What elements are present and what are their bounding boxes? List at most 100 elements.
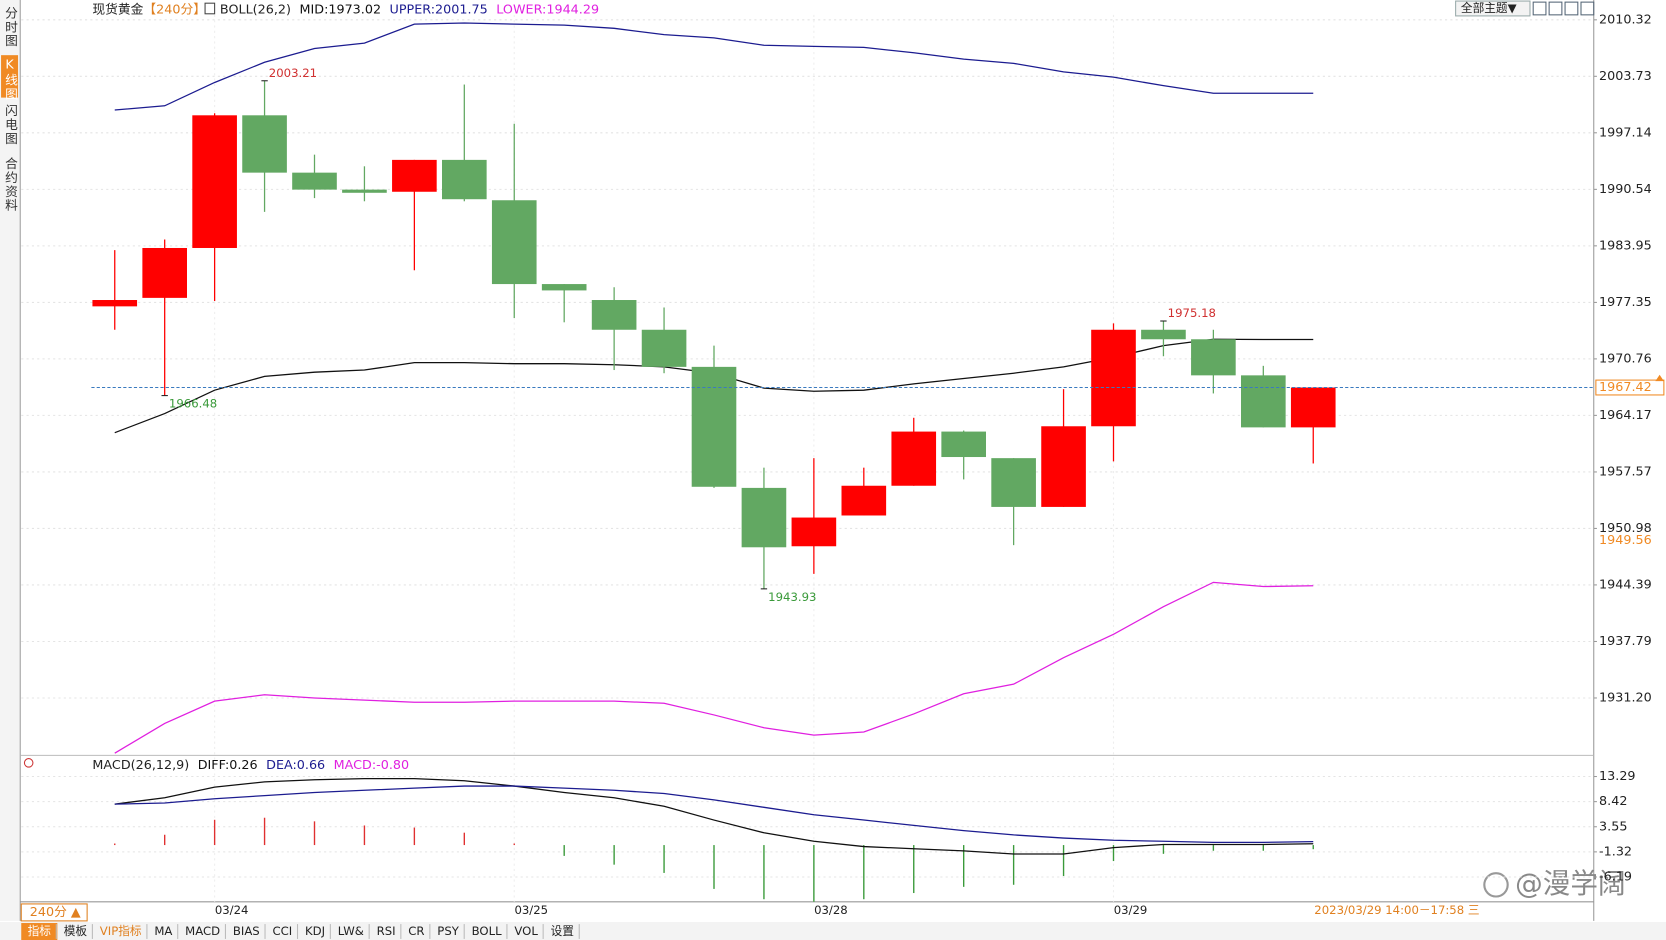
y-tick-label: 1957.57 bbox=[1599, 464, 1652, 479]
toolbar-tab[interactable]: 设置 bbox=[551, 924, 575, 938]
indicator-line bbox=[114, 581, 1314, 754]
toolbar-tab[interactable]: PSY bbox=[437, 924, 459, 938]
candle-body bbox=[941, 431, 986, 458]
x-tick-label: 03/28 bbox=[814, 903, 848, 917]
candle-body bbox=[641, 329, 687, 367]
legend-entry: MID:1973.02 bbox=[300, 2, 382, 17]
candle-body bbox=[1141, 329, 1186, 340]
last-price-arrow bbox=[1655, 374, 1664, 382]
icon[interactable] bbox=[1564, 1, 1579, 16]
macd-icon[interactable] bbox=[23, 758, 34, 768]
toolbar-tab[interactable]: 模板 bbox=[64, 924, 88, 938]
candle-body bbox=[292, 172, 337, 190]
legend-entry: DIFF:0.26 bbox=[198, 757, 258, 772]
y-tick-label: 1970.76 bbox=[1599, 351, 1652, 366]
indicator-line bbox=[114, 22, 1314, 111]
toolbar-tab[interactable]: RSI bbox=[377, 924, 396, 938]
extreme-label: 2003.21 bbox=[269, 66, 317, 80]
y-tick-label: 1983.95 bbox=[1599, 238, 1652, 253]
legend: BOLL(26,2) MID:1973.02 UPPER:2001.75 LOWER:… bbox=[220, 2, 599, 17]
period-box[interactable] bbox=[20, 903, 88, 922]
toolbar-tab[interactable]: VOL bbox=[514, 924, 538, 938]
candle-body bbox=[591, 300, 637, 330]
candle-body bbox=[192, 115, 237, 248]
y-tick-label: 1977.35 bbox=[1599, 295, 1652, 310]
y-tick-label: 13.29 bbox=[1599, 769, 1635, 784]
y-tick-label: 2003.73 bbox=[1599, 69, 1652, 84]
candle-body bbox=[491, 200, 537, 285]
toolbar-tab-bg bbox=[21, 923, 58, 940]
toolbar-tab[interactable]: 指标 bbox=[28, 924, 52, 938]
y-tick-label: 1950.98 bbox=[1599, 521, 1652, 536]
y-tick-label: 2010.32 bbox=[1599, 12, 1652, 27]
side-tab[interactable]: 合约资料 bbox=[2, 157, 17, 212]
y-tick-label: 3.55 bbox=[1599, 819, 1627, 834]
toolbar-tab[interactable]: VIP指标 bbox=[100, 924, 142, 938]
side-bar bbox=[0, 0, 20, 921]
header: 现货黄金【240分】 bbox=[92, 1, 206, 17]
theme-button[interactable] bbox=[1455, 0, 1531, 17]
legend-entry: DEA:0.66 bbox=[266, 757, 325, 772]
y-tick-label: 1997.14 bbox=[1599, 125, 1652, 140]
toolbar-tab[interactable]: LW& bbox=[338, 924, 364, 938]
candle-body bbox=[1290, 387, 1336, 428]
y-tick-label: 1931.20 bbox=[1599, 690, 1652, 705]
toolbar-tab[interactable]: BOLL bbox=[472, 924, 502, 938]
candle-body bbox=[841, 485, 887, 516]
candle-body bbox=[92, 300, 138, 307]
candle-body bbox=[541, 284, 587, 291]
candle-body bbox=[791, 517, 837, 547]
legend-entry: MACD:-0.80 bbox=[334, 757, 409, 772]
footer-time: 2023/03/29 14:00－17:58 三 bbox=[1314, 903, 1479, 917]
x-tick-label: 03/25 bbox=[514, 903, 548, 917]
side-tab-active-bg bbox=[1, 55, 19, 98]
side-tab[interactable]: 分时图 bbox=[2, 6, 17, 47]
legend-title: BOLL(26,2) bbox=[220, 2, 291, 17]
legend-entry: LOWER:1944.29 bbox=[496, 2, 599, 17]
candle-body bbox=[891, 431, 937, 486]
toolbar-icons bbox=[1532, 1, 1595, 16]
extreme-label: 1975.18 bbox=[1168, 306, 1216, 320]
boll-icon bbox=[204, 2, 216, 15]
side-tab[interactable]: 闪电图 bbox=[2, 104, 17, 145]
icon[interactable] bbox=[1580, 1, 1595, 16]
watermark-logo bbox=[1483, 872, 1509, 898]
last-price-label: 1967.42 bbox=[1599, 380, 1652, 395]
side-tab[interactable]: K线图 bbox=[2, 57, 17, 101]
candle-body bbox=[1041, 426, 1086, 507]
candle-body bbox=[691, 366, 737, 487]
y-tick-label: -1.32 bbox=[1599, 844, 1632, 859]
last-price-box bbox=[1595, 379, 1665, 396]
indicator-line bbox=[114, 777, 1314, 855]
y-tick-label: 8.42 bbox=[1599, 794, 1627, 809]
candle-body bbox=[342, 189, 387, 193]
legend-title: MACD(26,12,9) bbox=[92, 757, 189, 772]
toolbar-tab[interactable]: MACD bbox=[185, 924, 220, 938]
legend-entry: UPPER:2001.75 bbox=[390, 2, 488, 17]
legend: MACD(26,12,9) DIFF:0.26 DEA:0.66 MACD:-0.80 bbox=[92, 757, 409, 772]
candle-body bbox=[1241, 375, 1286, 428]
icon[interactable] bbox=[1532, 1, 1547, 16]
theme-button-label[interactable]: 全部主题▼ bbox=[1461, 1, 1517, 15]
toolbar bbox=[0, 921, 1666, 940]
candle-body bbox=[1191, 339, 1236, 376]
y-tick-label: 1990.54 bbox=[1599, 182, 1652, 197]
icon[interactable] bbox=[1548, 1, 1563, 16]
candle-body bbox=[1091, 329, 1136, 427]
candle-body bbox=[142, 247, 187, 298]
toolbar-tab[interactable]: BIAS bbox=[233, 924, 260, 938]
reference-price-label: 1949.56 bbox=[1599, 533, 1652, 548]
y-tick-label: -6.19 bbox=[1599, 870, 1632, 885]
candle-body bbox=[442, 159, 487, 200]
x-tick-label: 03/29 bbox=[1114, 903, 1148, 917]
toolbar-tab[interactable]: MA bbox=[154, 924, 172, 938]
candle-body bbox=[741, 487, 787, 548]
period-selector[interactable]: 240分 ▲ bbox=[30, 905, 81, 920]
candle-body bbox=[991, 458, 1036, 507]
toolbar-tab[interactable]: CR bbox=[408, 924, 424, 938]
symbol: 现货黄金 bbox=[92, 1, 143, 17]
candle-body bbox=[242, 115, 287, 173]
toolbar-tab[interactable]: CCI bbox=[272, 924, 292, 938]
toolbar-tab[interactable]: KDJ bbox=[305, 924, 325, 938]
